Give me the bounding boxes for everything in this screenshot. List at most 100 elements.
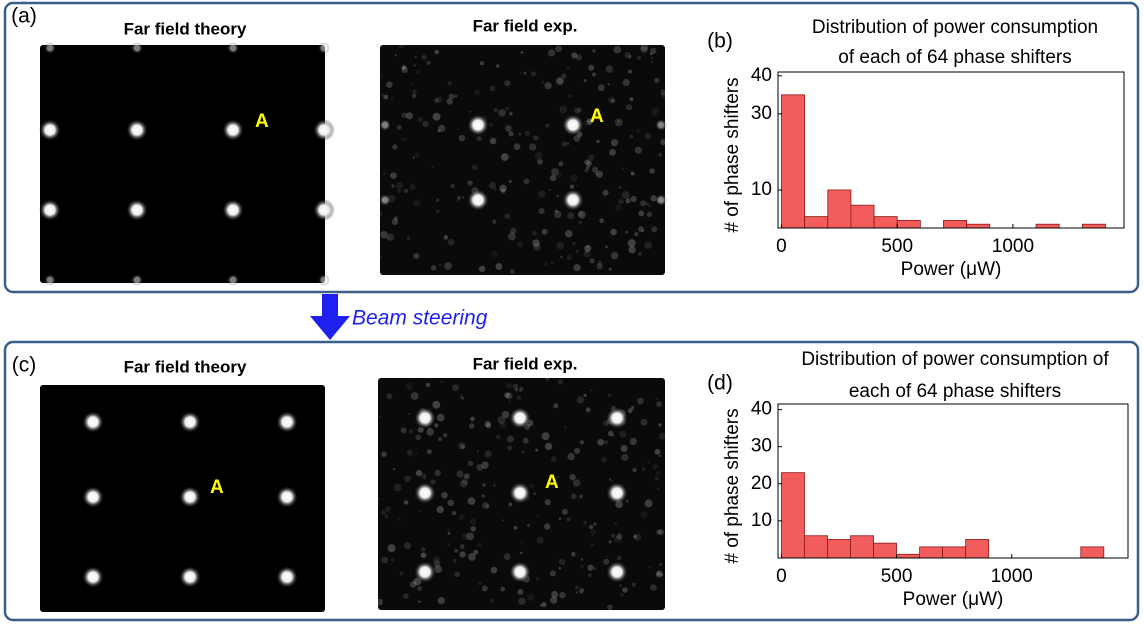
diffraction-spot [179, 486, 201, 508]
speckle [403, 593, 409, 599]
speckle [584, 159, 590, 165]
speckle [434, 98, 439, 103]
y-axis-label: # of phase shifters [722, 77, 743, 232]
speckle [631, 172, 634, 175]
speckle [470, 417, 475, 422]
speckle [410, 581, 417, 588]
speckle [524, 179, 530, 185]
speckle [514, 143, 521, 150]
speckle [565, 230, 572, 237]
speckle [657, 488, 660, 491]
speckle [388, 544, 396, 552]
speckle [457, 196, 460, 199]
speckle [415, 434, 421, 440]
panel-label: (d) [707, 372, 733, 395]
speckle [646, 203, 649, 206]
speckle [506, 107, 509, 110]
spot-marker: A [255, 111, 269, 132]
speckle [591, 543, 594, 546]
speckle [432, 166, 435, 169]
speckle [570, 184, 574, 188]
panel-label: (c) [12, 354, 37, 377]
speckle [615, 522, 618, 525]
speckle [611, 252, 618, 259]
speckle [557, 173, 562, 178]
speckle [421, 552, 428, 559]
speckle [410, 476, 412, 478]
speckle [413, 253, 419, 259]
speckle [574, 448, 580, 454]
speckle [545, 443, 552, 450]
speckle [517, 241, 523, 247]
speckle [581, 558, 583, 560]
speckle [440, 380, 442, 382]
speckle [658, 454, 661, 457]
speckle [407, 236, 411, 240]
diffraction-spot [606, 482, 628, 504]
bar [851, 205, 874, 228]
speckle [447, 529, 450, 532]
speckle [622, 587, 628, 593]
speckle [618, 199, 623, 204]
bar [805, 217, 828, 228]
speckle [443, 433, 447, 437]
speckle [605, 246, 608, 249]
speckle [504, 553, 511, 560]
speckle [518, 598, 525, 605]
speckle [579, 590, 583, 594]
speckle [436, 209, 440, 213]
speckle [391, 184, 394, 187]
speckle [533, 492, 536, 495]
x-tick-label: 0 [776, 566, 787, 587]
speckle [592, 49, 596, 53]
speckle [438, 597, 445, 604]
speckle [510, 269, 515, 274]
speckle [493, 484, 495, 486]
speckle [567, 67, 570, 70]
speckle [408, 413, 411, 416]
diffraction-spot [655, 194, 667, 206]
speckle [468, 497, 476, 505]
speckle [606, 555, 608, 557]
speckle [494, 108, 498, 112]
speckle [418, 600, 421, 603]
speckle [654, 476, 658, 480]
speckle [537, 515, 539, 517]
speckle [414, 64, 416, 66]
speckle [649, 566, 651, 568]
speckle [641, 419, 648, 426]
bar [1081, 547, 1104, 558]
diffraction-spot [467, 114, 489, 136]
speckle [406, 383, 413, 390]
speckle [558, 161, 563, 166]
speckle [572, 242, 575, 245]
diffraction-spot [414, 561, 436, 583]
speckle [409, 184, 415, 190]
speckle [496, 64, 499, 67]
speckle [656, 401, 662, 407]
chart-title: Distribution of power consumption of [801, 349, 1109, 370]
speckle [435, 470, 441, 476]
speckle [545, 124, 549, 128]
speckle [553, 403, 558, 408]
speckle [477, 450, 479, 452]
speckle [523, 71, 526, 74]
speckle [399, 43, 405, 49]
speckle [477, 136, 482, 141]
speckle [520, 541, 522, 543]
speckle [469, 423, 475, 429]
speckle [559, 106, 567, 114]
speckle [555, 210, 558, 213]
speckle [407, 450, 414, 457]
speckle [527, 593, 535, 601]
diffraction-spot [276, 486, 298, 508]
speckle [551, 456, 557, 462]
speckle [418, 117, 423, 122]
speckle [589, 258, 594, 263]
speckle [592, 72, 596, 76]
diffraction-spot [414, 482, 436, 504]
speckle [482, 494, 485, 497]
speckle [573, 479, 581, 487]
speckle [496, 434, 501, 439]
